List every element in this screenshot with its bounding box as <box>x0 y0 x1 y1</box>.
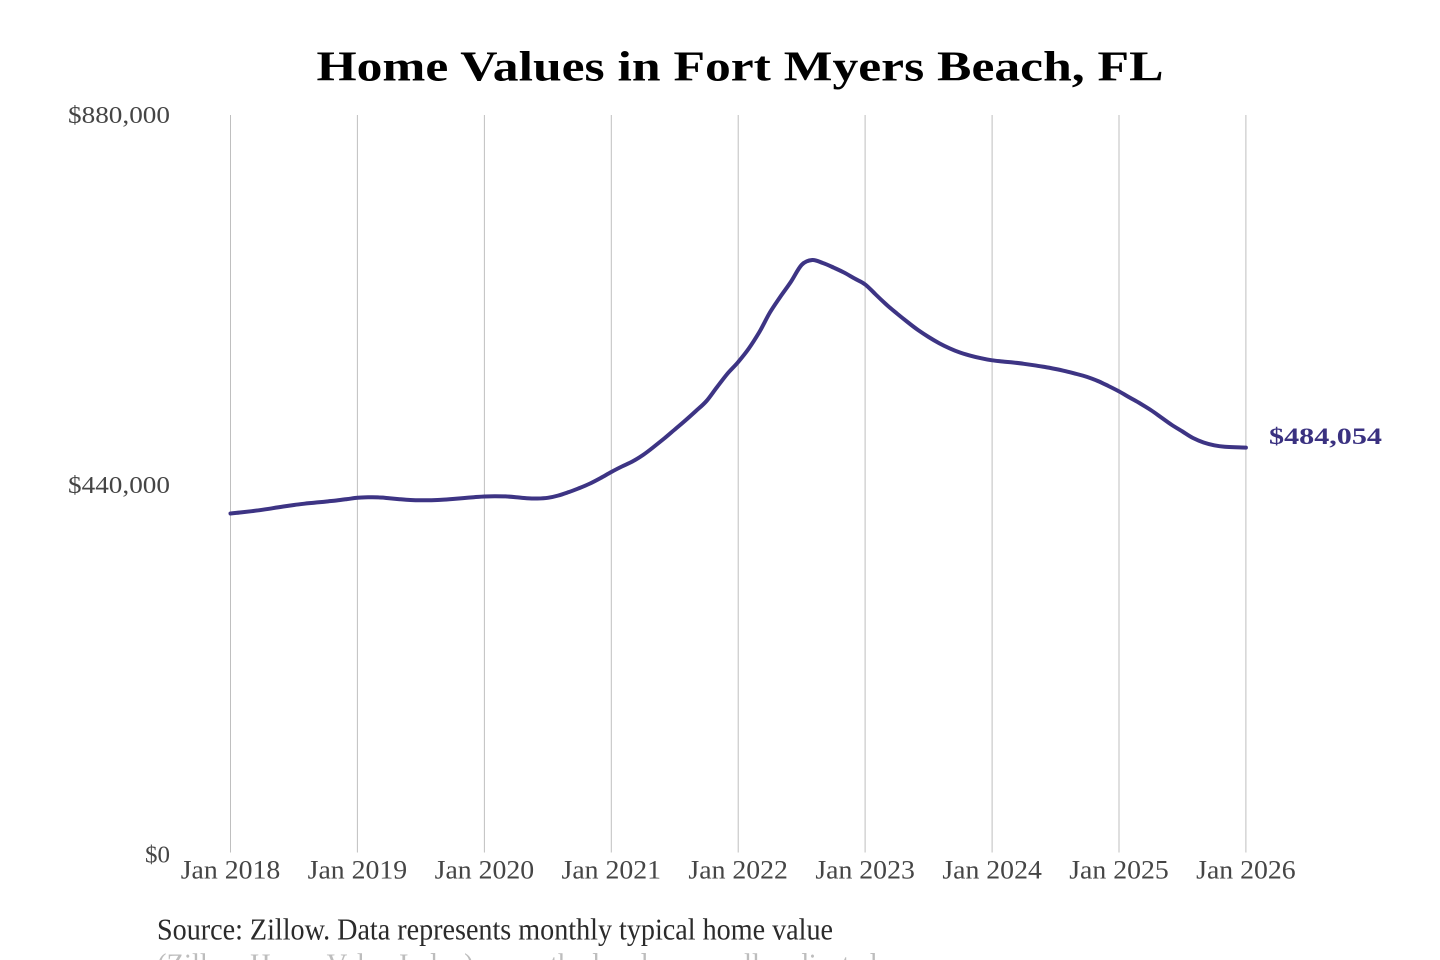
svg-text:Jan 2022: Jan 2022 <box>688 856 788 885</box>
svg-text:Jan 2020: Jan 2020 <box>435 856 535 885</box>
svg-text:Jan 2021: Jan 2021 <box>562 856 662 885</box>
svg-text:(Zillow Home Value Index), smo: (Zillow Home Value Index), smoothed and … <box>157 947 884 960</box>
svg-text:Jan 2019: Jan 2019 <box>308 856 408 885</box>
svg-text:$0: $0 <box>145 843 170 869</box>
svg-text:$880,000: $880,000 <box>68 103 170 129</box>
svg-text:$440,000: $440,000 <box>68 473 170 499</box>
svg-text:Jan 2023: Jan 2023 <box>815 856 915 885</box>
svg-text:Jan 2025: Jan 2025 <box>1069 856 1169 885</box>
svg-text:$484,054: $484,054 <box>1269 424 1382 450</box>
svg-text:Jan 2018: Jan 2018 <box>181 856 281 885</box>
svg-text:Jan 2026: Jan 2026 <box>1196 856 1296 885</box>
svg-text:Source: Zillow. Data represent: Source: Zillow. Data represents monthly … <box>157 911 833 946</box>
svg-text:Home Values in Fort Myers Beac: Home Values in Fort Myers Beach, FL <box>317 44 1164 90</box>
svg-text:Jan 2024: Jan 2024 <box>942 856 1042 885</box>
